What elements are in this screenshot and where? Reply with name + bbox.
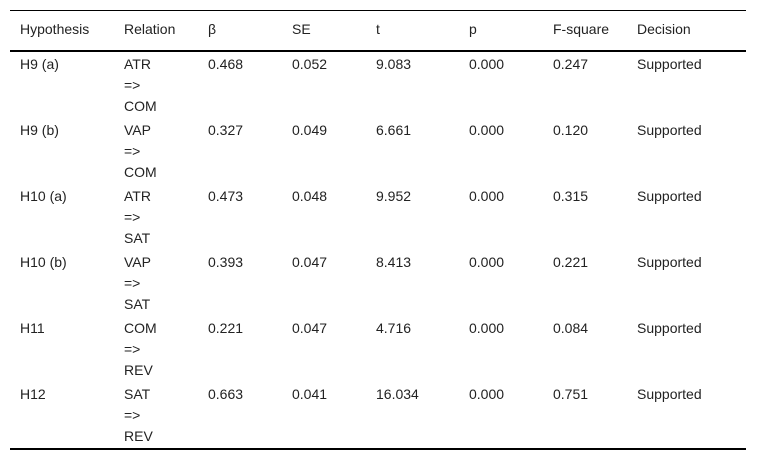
cell-hypothesis: H10 (a) bbox=[20, 188, 67, 204]
cell-fsquare: 0.751 bbox=[553, 386, 589, 402]
cell-fsquare: 0.120 bbox=[553, 122, 589, 138]
header-relation: Relation bbox=[124, 21, 176, 37]
cell-decision: Supported bbox=[637, 188, 702, 204]
relation-from: SAT bbox=[124, 386, 151, 402]
header-fsquare: F-square bbox=[553, 21, 610, 37]
cell-beta: 0.663 bbox=[208, 386, 244, 402]
cell-se: 0.041 bbox=[292, 386, 328, 402]
table-row: H9 (a) ATR => COM 0.468 0.052 9.083 0.000 … bbox=[10, 51, 746, 118]
table-body: H9 (a) ATR => COM 0.468 0.052 9.083 0.000 … bbox=[10, 51, 746, 449]
cell-se: 0.049 bbox=[292, 122, 328, 138]
cell-hypothesis: H10 (b) bbox=[20, 254, 67, 270]
cell-t: 6.661 bbox=[376, 122, 412, 138]
cell-hypothesis: H9 (b) bbox=[20, 122, 59, 138]
cell-beta: 0.327 bbox=[208, 122, 244, 138]
cell-decision: Supported bbox=[637, 122, 702, 138]
cell-t: 16.034 bbox=[376, 386, 419, 402]
header-hypothesis: Hypothesis bbox=[20, 21, 90, 37]
cell-hypothesis: H12 bbox=[20, 386, 46, 402]
relation-to: SAT bbox=[124, 230, 151, 246]
results-table-container: Hypothesis Relation β SE t p F-square De… bbox=[10, 10, 746, 450]
cell-t: 9.952 bbox=[376, 188, 412, 204]
cell-p: 0.000 bbox=[469, 386, 505, 402]
table-row: H9 (b) VAP => COM 0.327 0.049 6.661 0.000 … bbox=[10, 118, 746, 184]
cell-fsquare: 0.221 bbox=[553, 254, 589, 270]
cell-p: 0.000 bbox=[469, 122, 505, 138]
relation-from: ATR bbox=[124, 188, 151, 204]
table-row: H10 (b) VAP => SAT 0.393 0.047 8.413 0.000… bbox=[10, 250, 746, 316]
relation-arrow: => bbox=[124, 407, 141, 423]
cell-relation: VAP => SAT bbox=[114, 250, 198, 316]
cell-beta: 0.468 bbox=[208, 56, 244, 72]
relation-to: COM bbox=[124, 164, 157, 180]
cell-t: 9.083 bbox=[376, 56, 412, 72]
relation-from: VAP bbox=[124, 254, 151, 270]
header-beta: β bbox=[208, 21, 217, 37]
relation-from: ATR bbox=[124, 56, 151, 72]
relation-to: COM bbox=[124, 98, 157, 114]
relation-from: COM bbox=[124, 320, 157, 336]
cell-se: 0.052 bbox=[292, 56, 328, 72]
cell-relation: VAP => COM bbox=[114, 118, 198, 184]
cell-hypothesis: H11 bbox=[20, 320, 45, 336]
cell-se: 0.047 bbox=[292, 254, 328, 270]
cell-beta: 0.221 bbox=[208, 320, 244, 336]
relation-arrow: => bbox=[124, 143, 141, 159]
header-t: t bbox=[376, 21, 380, 37]
cell-decision: Supported bbox=[637, 386, 702, 402]
cell-relation: SAT => REV bbox=[114, 382, 198, 449]
header-p: p bbox=[469, 21, 477, 37]
cell-p: 0.000 bbox=[469, 320, 505, 336]
cell-beta: 0.473 bbox=[208, 188, 244, 204]
cell-p: 0.000 bbox=[469, 254, 505, 270]
cell-fsquare: 0.247 bbox=[553, 56, 589, 72]
header-decision: Decision bbox=[637, 21, 691, 37]
relation-to: REV bbox=[124, 362, 153, 378]
table-row: H11 COM => REV 0.221 0.047 4.716 0.000 0.0… bbox=[10, 316, 746, 382]
cell-hypothesis: H9 (a) bbox=[20, 56, 59, 72]
cell-relation: ATR => SAT bbox=[114, 184, 198, 250]
cell-t: 8.413 bbox=[376, 254, 412, 270]
cell-decision: Supported bbox=[637, 254, 702, 270]
relation-to: REV bbox=[124, 428, 153, 444]
cell-fsquare: 0.084 bbox=[553, 320, 589, 336]
relation-from: VAP bbox=[124, 122, 151, 138]
cell-t: 4.716 bbox=[376, 320, 412, 336]
cell-p: 0.000 bbox=[469, 56, 505, 72]
table-header: Hypothesis Relation β SE t p F-square De… bbox=[10, 10, 746, 51]
cell-beta: 0.393 bbox=[208, 254, 244, 270]
relation-arrow: => bbox=[124, 77, 141, 93]
cell-decision: Supported bbox=[637, 320, 702, 336]
cell-se: 0.047 bbox=[292, 320, 328, 336]
table-row: H10 (a) ATR => SAT 0.473 0.048 9.952 0.000… bbox=[10, 184, 746, 250]
cell-relation: ATR => COM bbox=[114, 51, 198, 118]
cell-p: 0.000 bbox=[469, 188, 505, 204]
cell-relation: COM => REV bbox=[114, 316, 198, 382]
table-row: H12 SAT => REV 0.663 0.041 16.034 0.000 0.… bbox=[10, 382, 746, 449]
relation-to: SAT bbox=[124, 296, 151, 312]
relation-arrow: => bbox=[124, 209, 141, 225]
cell-decision: Supported bbox=[637, 56, 702, 72]
cell-fsquare: 0.315 bbox=[553, 188, 589, 204]
relation-arrow: => bbox=[124, 275, 141, 291]
relation-arrow: => bbox=[124, 341, 141, 357]
cell-se: 0.048 bbox=[292, 188, 328, 204]
hypothesis-results-table: Hypothesis Relation β SE t p F-square De… bbox=[10, 10, 746, 450]
header-se: SE bbox=[292, 21, 311, 37]
header-row: Hypothesis Relation β SE t p F-square De… bbox=[10, 10, 746, 51]
